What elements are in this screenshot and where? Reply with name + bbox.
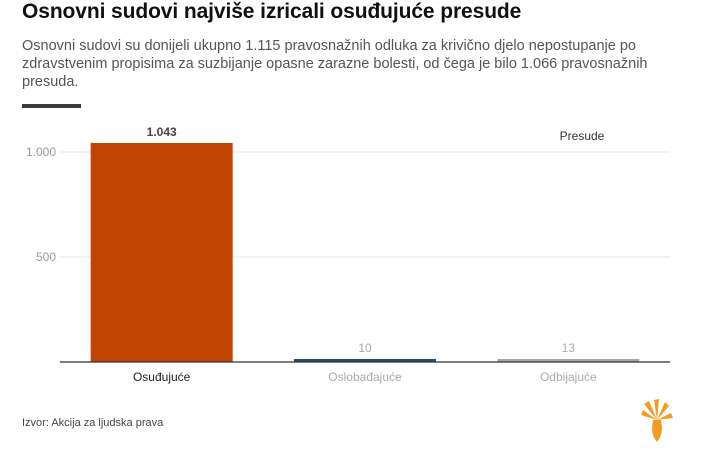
bar [294,359,436,362]
x-tick-label: Osuđujuće [133,370,191,384]
bar [90,142,233,362]
x-tick-label: Odbijajuće [540,370,597,384]
y-tick-label: 500 [36,250,56,264]
data-label: 13 [562,341,576,355]
source-note: Izvor: Akcija za ljudska prava [22,417,164,429]
bar [497,359,640,362]
chart-subtitle: Osnovni sudovi su donijeli ukupno 1.115 … [22,38,648,90]
chart-title: Osnovni sudovi najviše izricali osuđujuć… [22,0,522,23]
y-tick-label: 1.000 [26,145,56,159]
legend-label: Presude [560,129,605,143]
x-tick-label: Oslobađajuće [328,370,402,384]
rferl-flame-logo-icon [640,398,674,449]
data-label: 10 [358,341,372,355]
title-divider [22,104,81,108]
data-label: 1.043 [147,125,177,139]
bar-chart: 500 1.000 Presude 1.043 Osuđujuće 10 Oslobađaj… [26,125,670,384]
